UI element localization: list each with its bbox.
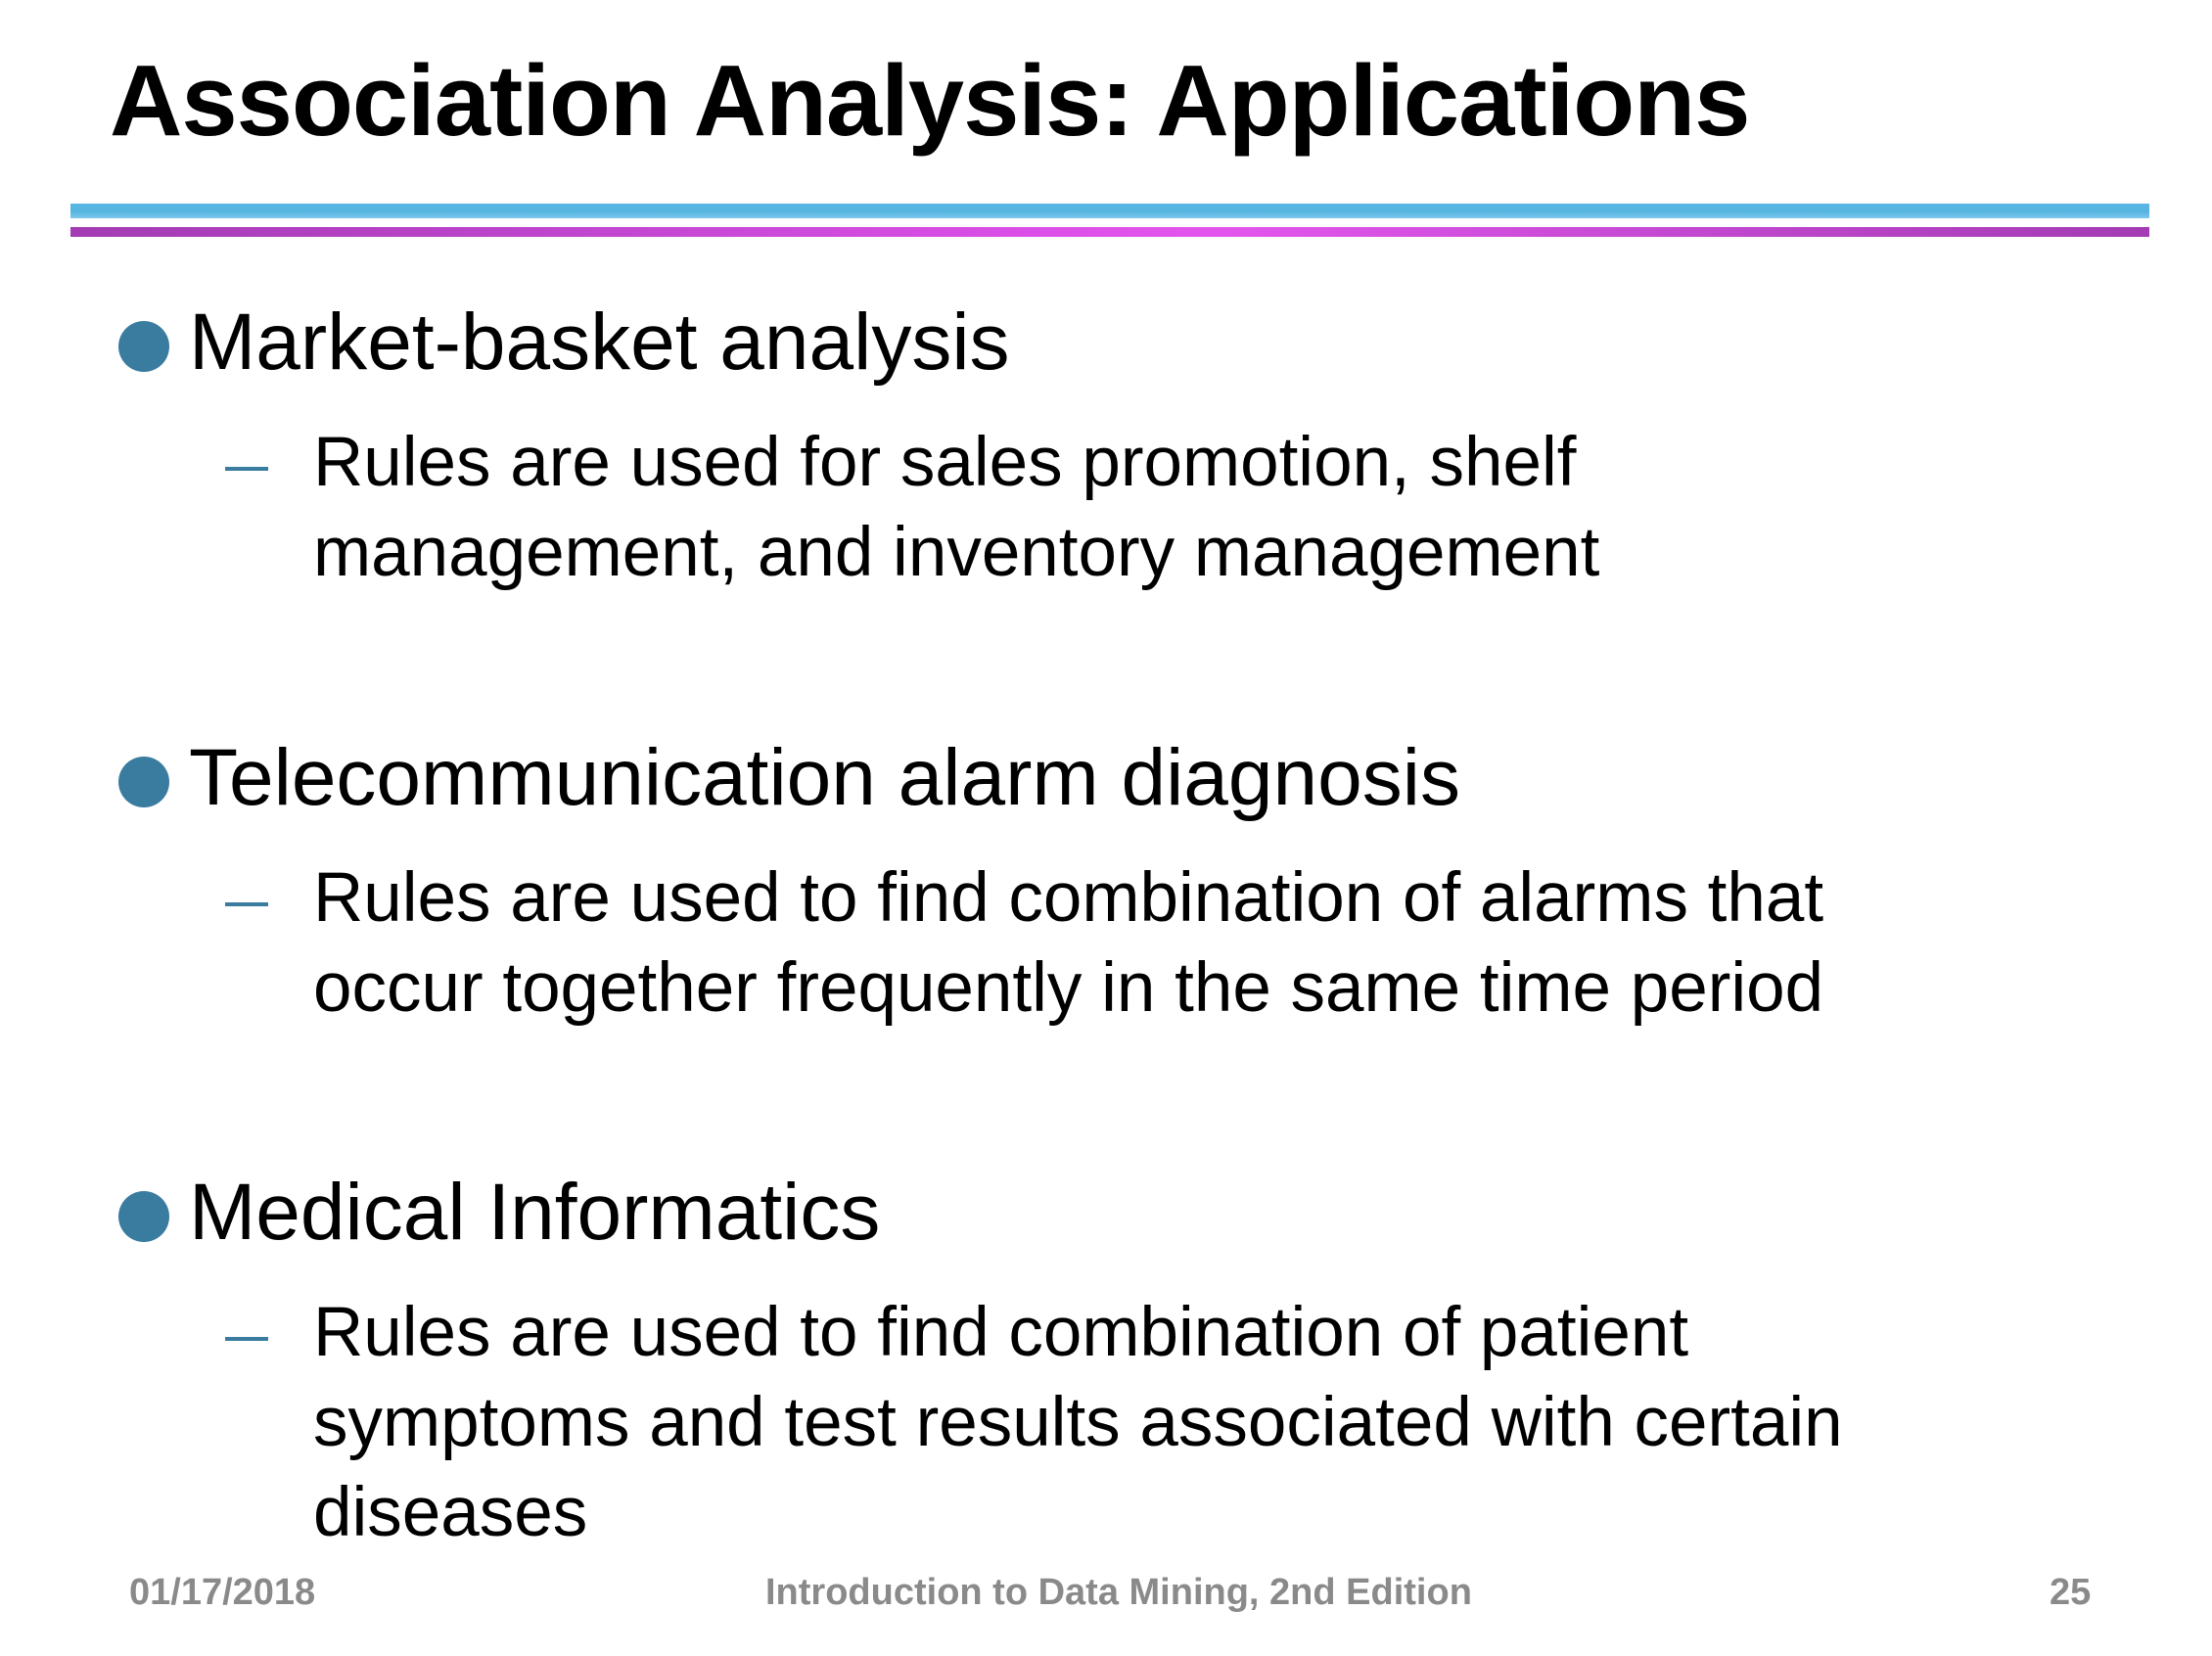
filled-circle-bullet-icon — [118, 1191, 169, 1242]
footer-date: 01/17/2018 — [129, 1572, 316, 1613]
slide-title: Association Analysis: Applications — [110, 44, 1750, 157]
dash-bullet-icon — [225, 1337, 268, 1341]
footer-book-title: Introduction to Data Mining, 2nd Edition — [765, 1572, 1472, 1613]
bullet-heading: Market-basket analysis — [189, 298, 1010, 387]
footer-page-number: 25 — [2050, 1572, 2092, 1613]
bullet-heading: Medical Informatics — [189, 1168, 881, 1257]
filled-circle-bullet-icon — [118, 321, 169, 372]
title-divider-blue — [70, 204, 2149, 218]
bullet-detail: Rules are used to find combination of al… — [313, 859, 1824, 1027]
dash-bullet-icon — [225, 467, 268, 471]
bullet-detail: Rules are used for sales promotion, shel… — [313, 424, 1600, 591]
bullet-heading: Telecommunication alarm diagnosis — [189, 733, 1460, 822]
dash-bullet-icon — [225, 902, 268, 906]
filled-circle-bullet-icon — [118, 757, 169, 807]
bullet-detail: Rules are used to find combination of pa… — [313, 1294, 1843, 1551]
title-divider-magenta — [70, 227, 2149, 237]
